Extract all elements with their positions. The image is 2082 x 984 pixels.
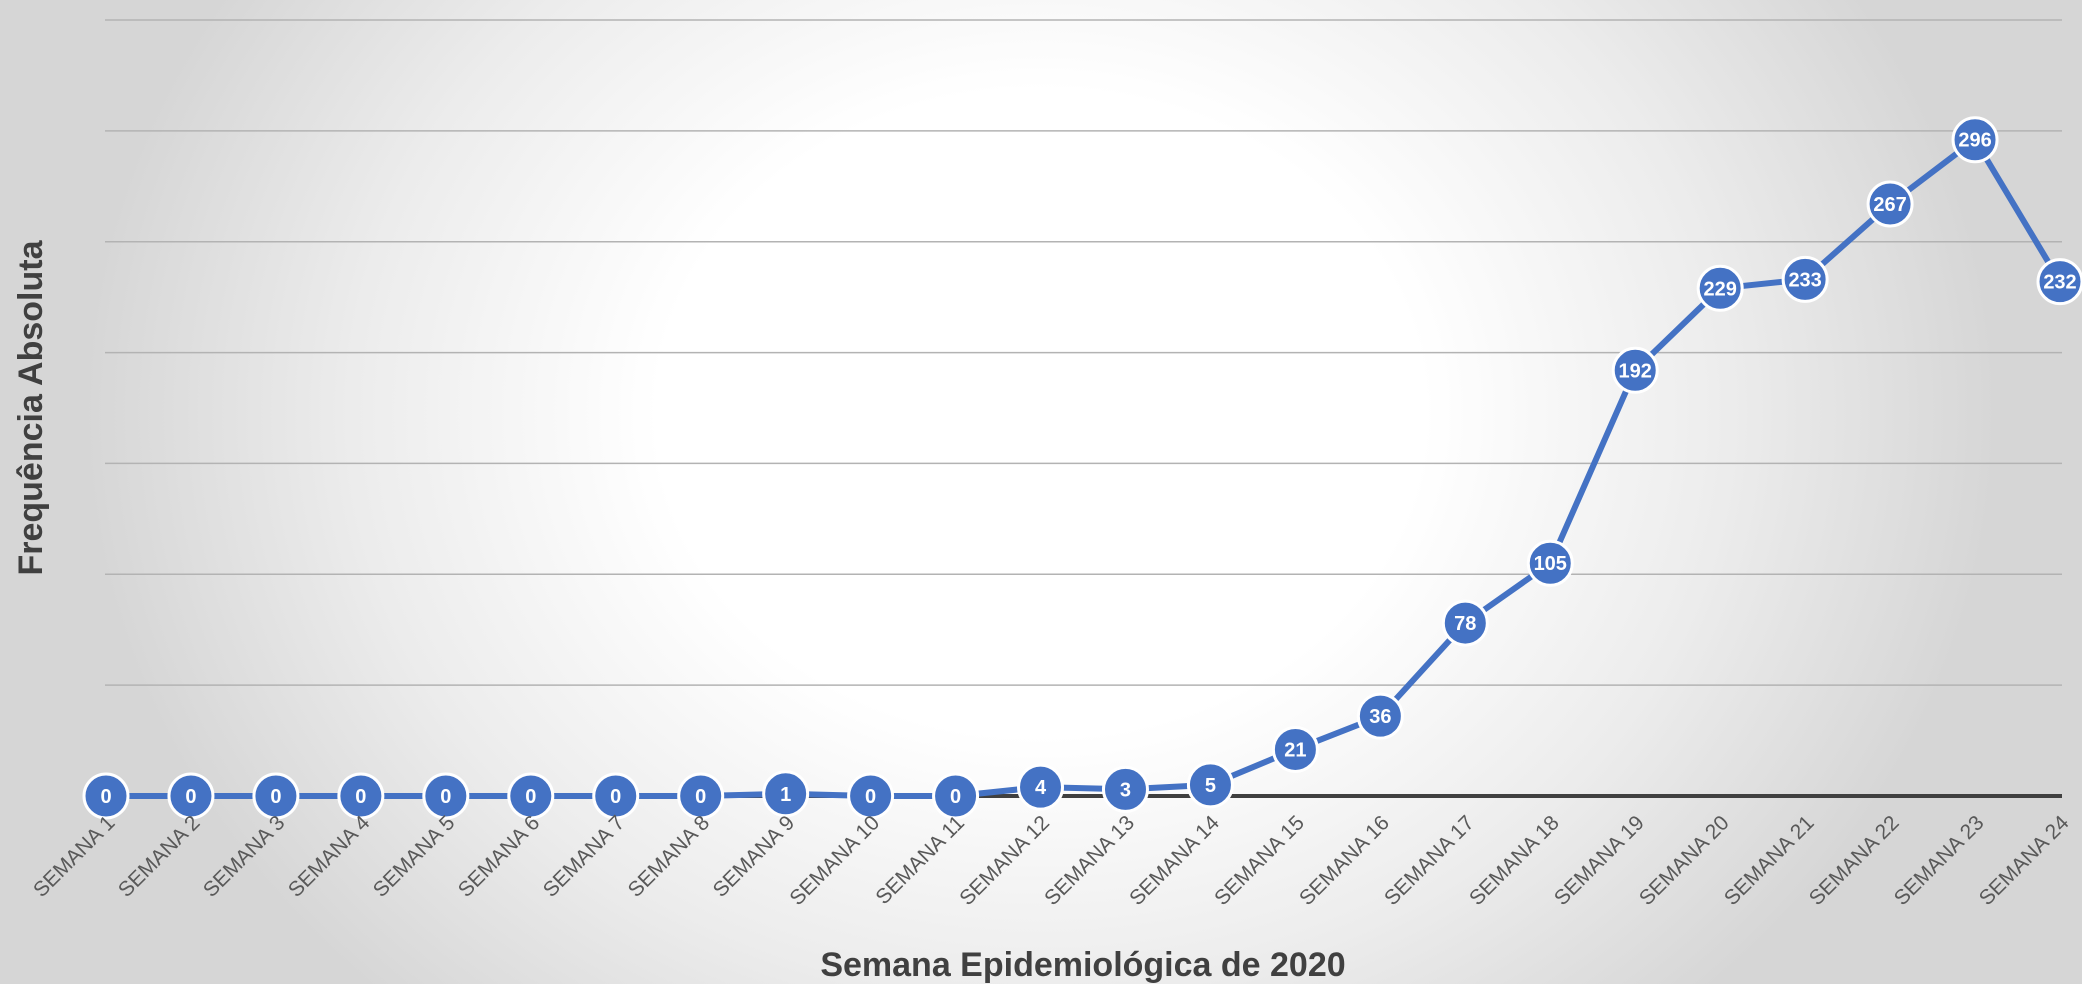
x-tick-label: SEMANA 18: [1465, 811, 1564, 910]
data-point: [1696, 264, 1744, 312]
x-tick-label: SEMANA 22: [1805, 811, 1904, 910]
data-point: [1866, 180, 1914, 228]
data-label: 296: [1958, 130, 1991, 152]
data-point: [847, 772, 895, 820]
series-line: [106, 136, 2063, 799]
data-point: [1781, 255, 1829, 303]
data-point: [762, 770, 810, 818]
x-tick-label: SEMANA 2: [114, 811, 205, 902]
data-point: [422, 772, 470, 820]
data-label: 267: [1873, 194, 1906, 216]
data-point: [677, 772, 725, 820]
x-tick-label: SEMANA 4: [284, 811, 375, 902]
x-tick-label: SEMANA 12: [955, 811, 1054, 910]
data-label: 192: [1619, 360, 1652, 382]
data-point: [337, 772, 385, 820]
x-tick-label: SEMANA 7: [539, 811, 630, 902]
data-point: [1101, 765, 1149, 813]
x-tick-label: SEMANA 8: [624, 811, 715, 902]
data-point: [592, 772, 640, 820]
data-label: 1: [780, 784, 791, 806]
data-label: 36: [1369, 706, 1391, 728]
x-tick-label: SEMANA 17: [1380, 811, 1479, 910]
data-point: [507, 772, 555, 820]
data-label: 4: [1035, 777, 1047, 799]
data-label: 0: [440, 786, 451, 808]
data-point: [167, 772, 215, 820]
data-point: [1356, 692, 1404, 740]
y-axis-title: Frequência Absoluta: [12, 239, 50, 575]
gridlines: [105, 19, 2062, 686]
x-tick-label: SEMANA 24: [1975, 811, 2074, 910]
data-point: [1611, 346, 1659, 394]
x-tick-label: SEMANA 3: [199, 811, 290, 902]
data-label: 232: [2043, 272, 2076, 294]
data-point: [1017, 763, 1065, 811]
data-point: [2036, 258, 2082, 306]
data-label: 0: [100, 786, 111, 808]
data-label: 3: [1120, 779, 1131, 801]
data-point: [82, 772, 130, 820]
data-point: [1271, 725, 1319, 773]
data-point: [1526, 539, 1574, 587]
data-label: 0: [185, 786, 196, 808]
data-label: 233: [1788, 269, 1821, 291]
data-point: [1951, 116, 1999, 164]
data-point: [252, 772, 300, 820]
x-tick-label: SEMANA 21: [1720, 811, 1819, 910]
data-label: 229: [1703, 278, 1736, 300]
x-tick-label: SEMANA 19: [1550, 811, 1649, 910]
x-tick-label: SEMANA 20: [1635, 811, 1734, 910]
x-tick-label: SEMANA 13: [1040, 811, 1139, 910]
data-label: 0: [525, 786, 536, 808]
data-label: 78: [1454, 613, 1476, 635]
x-tick-label: SEMANA 15: [1210, 811, 1309, 910]
x-tick-label: SEMANA 1: [29, 811, 120, 902]
x-tick-label: SEMANA 10: [785, 811, 884, 910]
data-label: 0: [695, 786, 706, 808]
x-tick-label: SEMANA 16: [1295, 811, 1394, 910]
data-point: [1186, 761, 1234, 809]
x-tick-label: SEMANA 9: [709, 811, 800, 902]
data-label: 0: [610, 786, 621, 808]
data-label: 0: [355, 786, 366, 808]
x-tick-label: SEMANA 23: [1890, 811, 1989, 910]
x-tick-label: SEMANA 6: [454, 811, 545, 902]
x-tick-label: SEMANA 14: [1125, 811, 1224, 910]
data-point: [932, 772, 980, 820]
data-label: 0: [270, 786, 281, 808]
data-label: 105: [1534, 553, 1567, 575]
x-axis-title: Semana Epidemiológica de 2020: [820, 946, 1345, 984]
data-label: 0: [865, 786, 876, 808]
data-label: 0: [950, 786, 961, 808]
data-label: 5: [1205, 775, 1216, 797]
data-point: [1441, 599, 1489, 647]
data-points: 0 0 0 0 0 0 0 0 1 0 0 4 3 5 21 36 78 105 192 229 233 267 296 23…: [82, 116, 2082, 820]
data-label: 21: [1284, 739, 1306, 761]
x-tick-label: SEMANA 5: [369, 811, 460, 902]
